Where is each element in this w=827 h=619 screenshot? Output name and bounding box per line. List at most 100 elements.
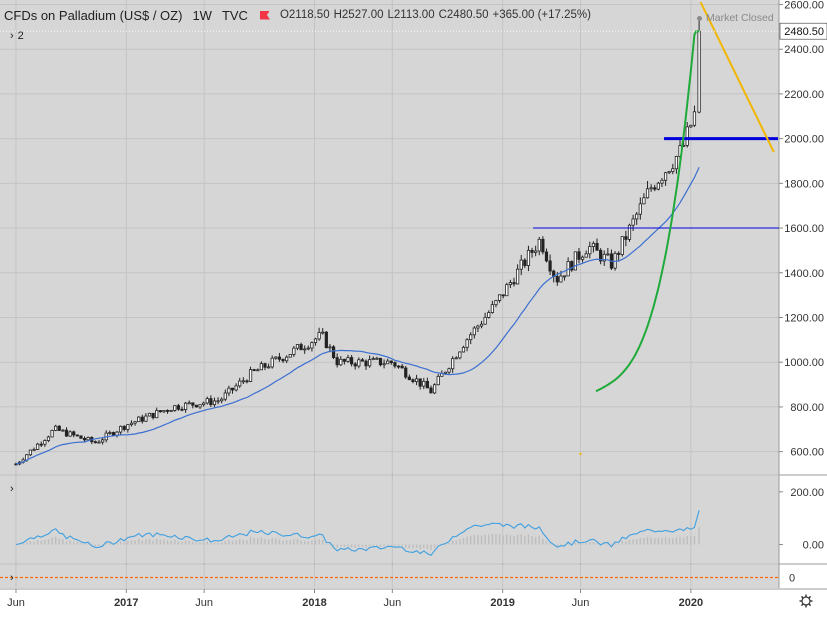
candle-body — [256, 369, 260, 372]
candle-body — [584, 253, 588, 258]
oscillator-histogram — [18, 527, 700, 550]
candle-body — [342, 358, 346, 362]
price-tick-label: 2400.00 — [784, 44, 824, 56]
price-axis-bg — [779, 0, 827, 614]
candle-body — [263, 363, 267, 368]
candle-body — [126, 424, 130, 430]
candle-body — [194, 404, 199, 408]
indicators-toggle[interactable]: › 2 — [10, 30, 24, 42]
candle-body — [216, 400, 220, 403]
candle-body — [599, 249, 603, 262]
interval-label[interactable]: 1W — [192, 7, 212, 23]
candle-body — [454, 357, 458, 360]
candle-body — [631, 218, 635, 226]
candle-body — [119, 425, 123, 433]
candle-body — [187, 402, 191, 405]
candle-body — [497, 294, 502, 301]
candle-body — [111, 432, 116, 436]
candle-body — [627, 224, 632, 240]
oscillator-line — [15, 510, 700, 556]
candle-body — [451, 358, 455, 370]
candle-body — [541, 238, 545, 253]
change-value: +365.00 (+17.25%) — [492, 9, 591, 21]
candle-body — [487, 312, 491, 318]
candle-body — [277, 356, 282, 360]
oscillator-pane-toggle[interactable]: › — [10, 483, 14, 495]
ohlc-values: O2118.50 H2527.00 L2113.00 C2480.50 +365.00 … — [280, 9, 595, 21]
candle-body — [281, 358, 285, 362]
candle-body — [404, 367, 408, 378]
price-tick-label: 1000.00 — [784, 357, 824, 369]
candle-body — [205, 398, 209, 404]
candle-body — [396, 365, 401, 368]
symbol-title[interactable]: CFDs on Palladium (US$ / OZ) — [4, 7, 183, 23]
candle-body — [400, 365, 404, 369]
market-status: Market Closed — [697, 12, 774, 24]
candle-body — [183, 402, 188, 410]
candle-body — [14, 463, 18, 466]
close-value: C2480.50 — [438, 9, 489, 21]
candle-body — [573, 251, 577, 271]
candle-body — [317, 332, 321, 340]
candle-body — [436, 375, 440, 386]
candle-body — [75, 434, 79, 437]
candle-body — [82, 437, 87, 441]
candle-body — [321, 331, 325, 334]
price-tick-label: 800.00 — [790, 402, 824, 414]
candle-body — [371, 358, 375, 361]
candles-group — [14, 20, 701, 466]
candle-body — [68, 431, 72, 437]
candle-body — [653, 187, 657, 190]
candle-body — [555, 276, 559, 283]
oscillator-pane-bg — [0, 476, 779, 563]
indicator-count: 2 — [17, 30, 24, 42]
candle-body — [660, 179, 664, 184]
candle-body — [108, 432, 112, 434]
gear-tooth — [800, 603, 804, 607]
candle-body — [220, 398, 224, 402]
time-axis-labels: Jun 2017 Jun 2018 Jun 2019 Jun 2020 — [7, 589, 703, 609]
candle-body — [288, 354, 292, 358]
candle-body — [458, 351, 462, 359]
third-pane-toggle[interactable]: › — [10, 572, 14, 584]
candle-body — [490, 304, 494, 313]
candle-body — [505, 284, 509, 297]
moving-average-line — [15, 166, 700, 465]
price-tick-label: 2600.00 — [784, 0, 824, 11]
source-label: TVC — [221, 7, 248, 23]
candle-body — [223, 392, 227, 400]
main-pane-bg — [0, 0, 779, 474]
candle-body — [411, 379, 415, 382]
candle-body — [285, 356, 289, 362]
candle-body — [79, 435, 83, 439]
candle-body — [100, 439, 105, 443]
candle-body — [386, 360, 390, 365]
candle-body — [624, 236, 628, 240]
candle-body — [162, 409, 166, 413]
candle-body — [173, 405, 177, 411]
candle-body — [324, 331, 328, 349]
candle-body — [407, 376, 411, 381]
gear-icon[interactable] — [799, 594, 813, 608]
candle-body — [602, 253, 606, 262]
candle-body — [165, 409, 170, 412]
parabolic-curve — [595, 30, 700, 393]
candle-body — [642, 197, 646, 205]
chart-header: CFDs on Palladium (US$ / OZ) 1W TVC O211… — [0, 4, 595, 26]
candle-body — [588, 246, 592, 255]
candle-body — [64, 429, 69, 437]
open-value: O2118.50 — [279, 9, 330, 21]
candle-body — [508, 282, 512, 286]
candle-body — [443, 371, 448, 374]
price-tick-label: 1200.00 — [784, 312, 824, 324]
candle-body — [378, 357, 383, 366]
flag-icon[interactable] — [259, 10, 270, 20]
candle-body — [429, 387, 433, 394]
candle-body — [50, 430, 54, 438]
chevron-right-icon: › — [10, 483, 14, 495]
candle-body — [169, 410, 173, 412]
candle-body — [671, 168, 675, 172]
candle-body — [133, 421, 137, 424]
